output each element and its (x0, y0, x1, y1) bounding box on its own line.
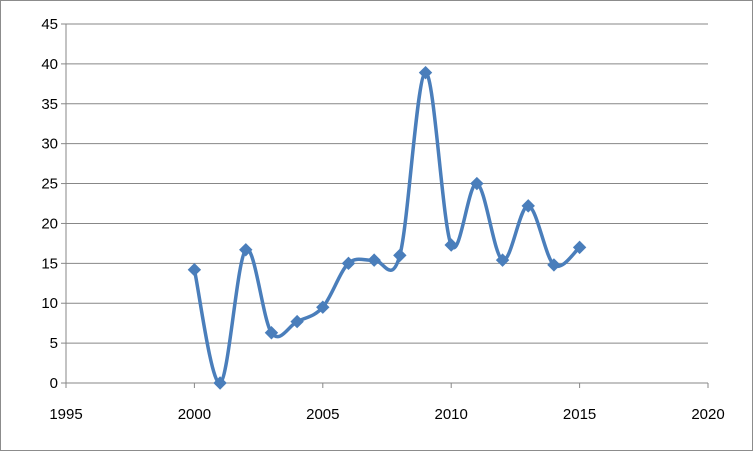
y-tick-label: 35 (41, 96, 58, 113)
series-line (192, 70, 582, 385)
data-point-2006 (341, 256, 356, 271)
y-tick-label: 5 (50, 335, 58, 352)
data-point-2002 (239, 243, 253, 257)
data-point-2008 (393, 248, 407, 263)
data-point-2009 (418, 65, 433, 80)
data-point-2007 (367, 253, 381, 267)
gridlines (66, 23, 708, 344)
y-tick-label: 10 (41, 295, 58, 312)
y-tick-label: 15 (41, 255, 58, 272)
y-tick-label: 25 (41, 176, 58, 193)
data-point-2014 (547, 258, 561, 272)
data-point-2010 (444, 238, 458, 252)
data-point-2000 (187, 263, 202, 277)
data-point-2005 (316, 300, 330, 314)
data-point-2011 (470, 176, 484, 191)
data-point-2004 (290, 314, 304, 329)
data-point-2015 (572, 240, 587, 255)
x-tick-label: 2000 (178, 406, 211, 423)
y-tick-label: 0 (50, 375, 58, 392)
data-point-2001 (213, 376, 227, 390)
x-tick-label: 2020 (691, 406, 724, 423)
y-tick-labels: 0 5 10 15 20 25 30 35 40 45 (41, 16, 58, 392)
x-tick-labels: 1995 2000 2005 2010 2015 2020 (49, 406, 724, 423)
y-tick-label: 20 (41, 215, 58, 232)
data-point-2003 (264, 326, 279, 340)
y-tick-label: 40 (41, 56, 58, 73)
data-point-2013 (521, 199, 535, 213)
series (187, 65, 587, 390)
x-tick-label: 2015 (563, 406, 596, 423)
x-tick-label: 2005 (306, 406, 339, 423)
y-tick-label: 45 (41, 16, 58, 33)
axes (61, 23, 709, 388)
x-tick-label: 1995 (49, 406, 82, 423)
data-point-2012 (495, 253, 510, 267)
y-tick-label: 30 (41, 136, 58, 153)
x-tick-label: 2010 (435, 406, 468, 423)
